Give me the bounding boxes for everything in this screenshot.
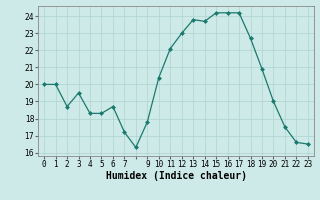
X-axis label: Humidex (Indice chaleur): Humidex (Indice chaleur) [106,171,246,181]
